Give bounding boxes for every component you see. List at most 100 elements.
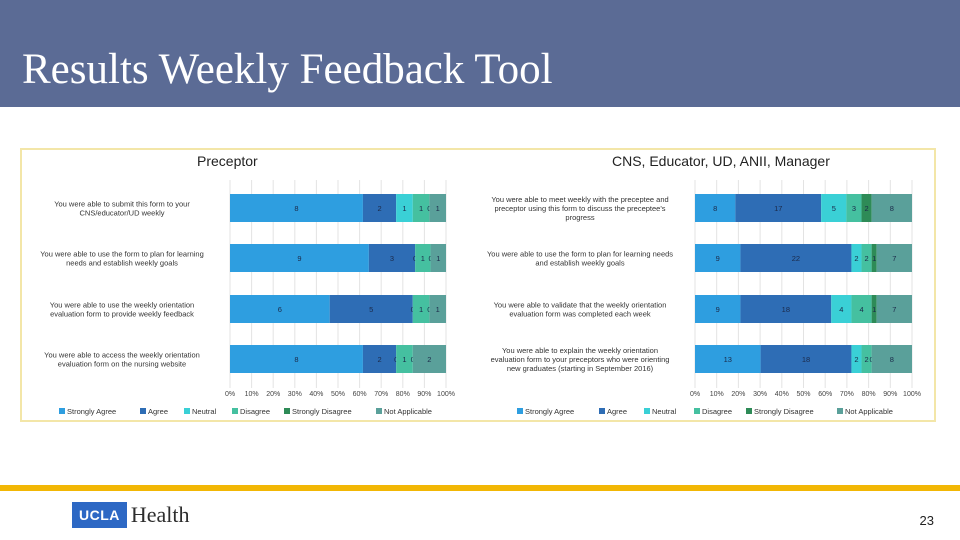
data-label-0-1-3: 1 <box>421 254 425 263</box>
legend-swatch-1-0 <box>517 408 523 414</box>
legend-label-1-1: Agree <box>607 407 627 416</box>
x-tick-0-5: 50% <box>331 391 345 398</box>
legend-label-0-3: Disagree <box>240 407 270 416</box>
bar-0-2-0 <box>230 295 330 323</box>
legend-label-1-0: Strongly Agree <box>525 407 574 416</box>
data-label-1-1-2: 2 <box>854 254 858 263</box>
data-label-1-3-0: 13 <box>724 355 732 364</box>
legend-label-1-2: Neutral <box>652 407 677 416</box>
page-number: 23 <box>919 513 934 528</box>
legend-swatch-1-5 <box>837 408 843 414</box>
legend-label-0-0: Strongly Agree <box>67 407 116 416</box>
data-label-0-2-1: 5 <box>369 305 373 314</box>
category-label-1-2: evaluation form was completed each week <box>509 310 651 319</box>
data-label-1-1-3: 2 <box>864 254 868 263</box>
bar-1-2-5 <box>876 295 912 323</box>
data-label-1-3-1: 18 <box>802 355 810 364</box>
data-label-1-2-4: 1 <box>872 305 876 314</box>
x-tick-0-3: 30% <box>288 391 302 398</box>
bar-0-2-1 <box>329 295 413 323</box>
data-label-0-0-5: 1 <box>436 204 440 213</box>
x-tick-1-0: 0% <box>690 391 700 398</box>
data-label-0-2-0: 6 <box>278 305 282 314</box>
legend-label-0-4: Strongly Disagree <box>292 407 352 416</box>
category-label-1-3: evaluation form to your preceptors who w… <box>491 355 670 364</box>
x-tick-0-2: 20% <box>266 391 280 398</box>
data-label-1-1-0: 9 <box>716 254 720 263</box>
data-label-1-0-0: 8 <box>713 204 717 213</box>
bar-0-0-2 <box>396 194 413 222</box>
data-label-0-0-2: 1 <box>402 204 406 213</box>
data-label-1-2-0: 9 <box>716 305 720 314</box>
data-label-1-1-4: 1 <box>872 254 876 263</box>
legend-swatch-1-3 <box>694 408 700 414</box>
data-label-1-3-5: 8 <box>890 355 894 364</box>
data-label-0-0-3: 1 <box>419 204 423 213</box>
x-tick-1-10: 100% <box>903 391 921 398</box>
bar-1-0-2 <box>821 194 847 222</box>
data-label-1-2-5: 7 <box>892 305 896 314</box>
x-tick-1-7: 70% <box>840 391 854 398</box>
bar-1-0-4 <box>861 194 872 222</box>
slide-title: Results Weekly Feedback Tool <box>22 46 553 93</box>
x-tick-0-1: 10% <box>245 391 259 398</box>
x-tick-1-4: 40% <box>775 391 789 398</box>
bar-0-1-5 <box>430 244 446 272</box>
bar-0-1-0 <box>230 244 369 272</box>
data-label-0-1-5: 1 <box>436 254 440 263</box>
data-label-0-0-0: 8 <box>294 204 298 213</box>
x-tick-0-0: 0% <box>225 391 235 398</box>
x-tick-1-6: 60% <box>818 391 832 398</box>
data-label-0-1-1: 3 <box>390 254 394 263</box>
bar-0-3-3 <box>396 345 413 373</box>
x-tick-1-9: 90% <box>883 391 897 398</box>
footer-bar <box>0 485 960 491</box>
bar-0-0-3 <box>412 194 430 222</box>
x-tick-1-1: 10% <box>710 391 724 398</box>
category-label-1-3: You were able to explain the weekly orie… <box>502 346 658 355</box>
category-label-1-2: You were able to validate that the weekl… <box>494 301 667 310</box>
x-tick-1-8: 80% <box>862 391 876 398</box>
data-label-0-0-1: 2 <box>377 204 381 213</box>
data-label-1-3-3: 2 <box>864 355 868 364</box>
legend-swatch-0-0 <box>59 408 65 414</box>
bar-0-0-5 <box>429 194 446 222</box>
bar-1-1-5 <box>876 244 912 272</box>
bar-1-1-2 <box>851 244 862 272</box>
category-label-0-0: CNS/educator/UD weekly <box>79 209 164 218</box>
bar-1-2-2 <box>831 295 852 323</box>
category-label-0-2: evaluation form to provide weekly feedba… <box>50 310 194 319</box>
data-label-1-3-2: 2 <box>854 355 858 364</box>
data-label-0-3-1: 2 <box>377 355 381 364</box>
category-label-0-3: evaluation form on the nursing website <box>58 360 186 369</box>
category-label-1-0: progress <box>565 213 594 222</box>
bar-1-2-1 <box>740 295 832 323</box>
data-label-1-0-1: 17 <box>774 204 782 213</box>
legend-label-0-2: Neutral <box>192 407 217 416</box>
category-label-0-3: You were able to access the weekly orien… <box>44 351 200 360</box>
legend-label-0-5: Not Applicable <box>384 407 432 416</box>
category-label-1-0: preceptor using this form to discuss the… <box>494 204 665 213</box>
data-label-1-1-1: 22 <box>792 254 800 263</box>
legend-label-0-1: Agree <box>148 407 168 416</box>
bar-1-0-3 <box>846 194 862 222</box>
bar-1-2-4 <box>871 295 877 323</box>
bar-0-3-5 <box>412 345 446 373</box>
bar-0-1-1 <box>368 244 416 272</box>
category-label-0-2: You were able to use the weekly orientat… <box>50 301 194 310</box>
legend-swatch-1-4 <box>746 408 752 414</box>
category-label-1-0: You were able to meet weekly with the pr… <box>491 195 668 204</box>
ucla-health-logo: UCLA Health <box>72 502 190 528</box>
data-label-0-2-3: 1 <box>419 305 423 314</box>
legend-swatch-0-5 <box>376 408 382 414</box>
bar-1-1-4 <box>871 244 877 272</box>
bar-1-0-1 <box>735 194 822 222</box>
x-tick-0-9: 90% <box>417 391 431 398</box>
chart-title-1: CNS, Educator, UD, ANII, Manager <box>612 153 830 169</box>
data-label-1-2-1: 18 <box>782 305 790 314</box>
legend-swatch-0-2 <box>184 408 190 414</box>
bar-1-1-3 <box>861 244 872 272</box>
data-label-0-1-0: 9 <box>297 254 301 263</box>
chart-title-0: Preceptor <box>197 153 258 169</box>
bar-1-1-1 <box>740 244 852 272</box>
